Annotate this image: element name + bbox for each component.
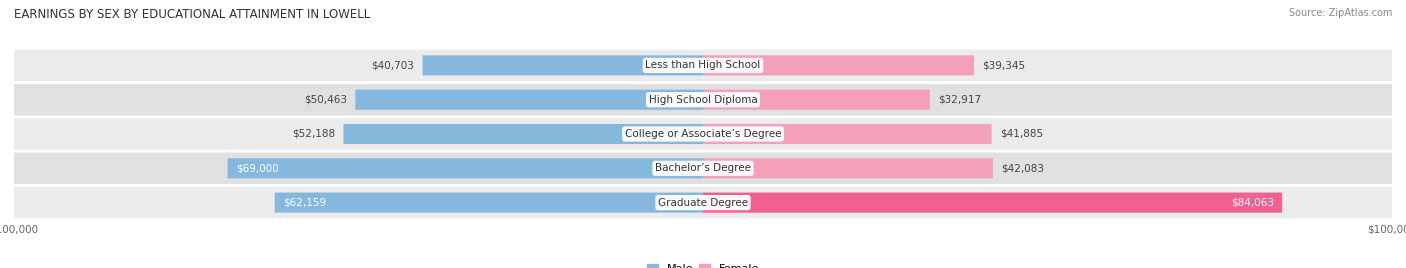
FancyBboxPatch shape — [703, 124, 991, 144]
Text: $69,000: $69,000 — [236, 163, 278, 173]
FancyBboxPatch shape — [228, 158, 703, 178]
FancyBboxPatch shape — [703, 192, 1282, 213]
FancyBboxPatch shape — [14, 118, 1392, 150]
Legend: Male, Female: Male, Female — [647, 264, 759, 268]
FancyBboxPatch shape — [14, 187, 1392, 218]
FancyBboxPatch shape — [14, 84, 1392, 116]
Text: Bachelor’s Degree: Bachelor’s Degree — [655, 163, 751, 173]
FancyBboxPatch shape — [703, 55, 974, 76]
FancyBboxPatch shape — [423, 55, 703, 76]
Text: $41,885: $41,885 — [1000, 129, 1043, 139]
Text: $50,463: $50,463 — [304, 95, 347, 105]
FancyBboxPatch shape — [14, 50, 1392, 81]
Text: EARNINGS BY SEX BY EDUCATIONAL ATTAINMENT IN LOWELL: EARNINGS BY SEX BY EDUCATIONAL ATTAINMEN… — [14, 8, 370, 21]
Text: Graduate Degree: Graduate Degree — [658, 198, 748, 208]
Text: $62,159: $62,159 — [283, 198, 326, 208]
Text: $84,063: $84,063 — [1230, 198, 1274, 208]
FancyBboxPatch shape — [356, 90, 703, 110]
FancyBboxPatch shape — [703, 90, 929, 110]
Text: $52,188: $52,188 — [292, 129, 335, 139]
Text: Less than High School: Less than High School — [645, 60, 761, 70]
FancyBboxPatch shape — [274, 192, 703, 213]
Text: $32,917: $32,917 — [938, 95, 981, 105]
Text: Source: ZipAtlas.com: Source: ZipAtlas.com — [1288, 8, 1392, 18]
Text: $39,345: $39,345 — [983, 60, 1025, 70]
Text: $40,703: $40,703 — [371, 60, 415, 70]
Text: $42,083: $42,083 — [1001, 163, 1045, 173]
FancyBboxPatch shape — [703, 158, 993, 178]
Text: College or Associate’s Degree: College or Associate’s Degree — [624, 129, 782, 139]
FancyBboxPatch shape — [343, 124, 703, 144]
Text: High School Diploma: High School Diploma — [648, 95, 758, 105]
FancyBboxPatch shape — [14, 152, 1392, 184]
